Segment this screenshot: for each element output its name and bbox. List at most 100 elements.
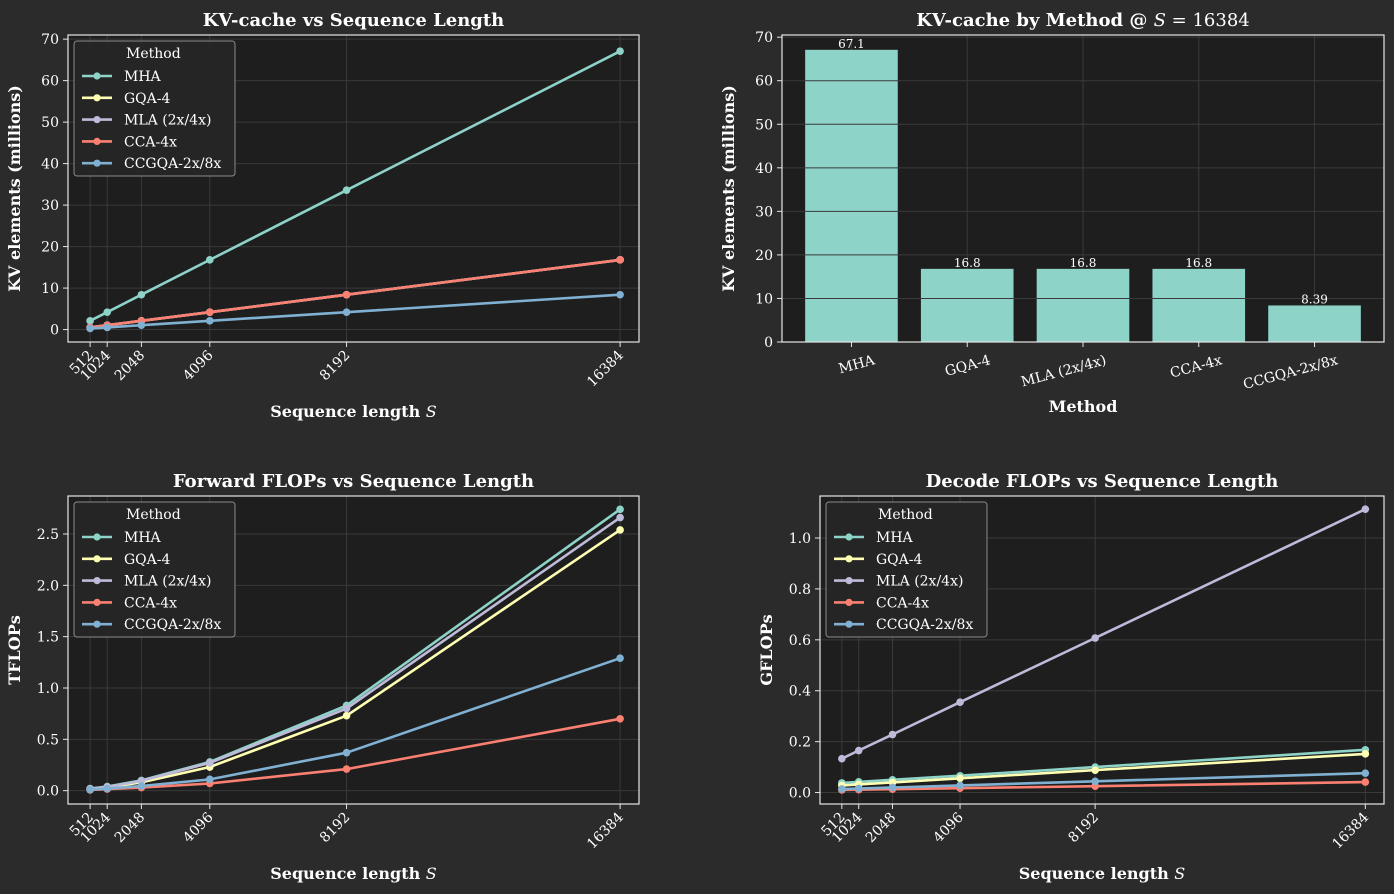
legend-marker <box>93 159 101 167</box>
data-point-cca-4x <box>342 290 351 299</box>
data-point-mha <box>86 317 94 325</box>
legend-label: GQA-4 <box>876 552 923 568</box>
axes-frame <box>67 34 640 343</box>
legend-label: MLA (2x/4x) <box>124 574 211 590</box>
data-point-cca-4x <box>205 308 214 316</box>
bar-value-label: 67.1 <box>838 37 865 51</box>
y-tick-label: 0.8 <box>789 582 811 598</box>
legend-entry-gqa-4: GQA-4 <box>834 552 923 568</box>
y-tick-label: 0.2 <box>789 735 811 751</box>
legend-label: CCGQA-2x/8x <box>124 617 221 633</box>
y-tick-label: 2.5 <box>37 527 59 543</box>
legend-label: CCA-4x <box>124 134 177 150</box>
chart-title: Decode FLOPs vs Sequence Length <box>926 471 1279 492</box>
y-tick-label: 50 <box>755 117 773 133</box>
data-point-ccgqa-2x-8x <box>342 748 351 757</box>
y-tick-label: 0 <box>50 323 59 339</box>
data-point-ccgqa-2x-8x <box>616 290 624 299</box>
x-axis-label: Sequence length S <box>270 402 437 421</box>
legend-entry-mha: MHA <box>834 530 914 546</box>
legend-marker <box>93 137 101 145</box>
y-tick-label: 40 <box>41 157 59 173</box>
y-tick-label: 0.5 <box>37 732 59 748</box>
y-tick-label: 2.0 <box>37 578 59 594</box>
series-ccgqa-2x-8x <box>838 769 1370 793</box>
data-point-ccgqa-2x-8x <box>616 654 624 663</box>
legend-marker <box>93 555 101 563</box>
y-tick-label: 10 <box>41 281 59 297</box>
data-point-cca-4x <box>342 765 351 773</box>
legend-title: Method <box>126 46 181 62</box>
data-point-mla-2x-4x <box>888 730 897 739</box>
legend-entry-mla-2x-4x: MLA (2x/4x) <box>82 113 211 129</box>
series-mla-2x-4x <box>838 505 1370 763</box>
y-tick-label: 1.5 <box>37 630 59 646</box>
data-point-ccgqa-2x-8x <box>342 308 351 316</box>
legend-box <box>825 501 988 638</box>
data-point-ccgqa-2x-8x <box>205 317 214 325</box>
legend-marker <box>93 94 101 102</box>
chart-title: Forward FLOPs vs Sequence Length <box>173 471 534 492</box>
x-tick-label: MLA (2x/4x) <box>1019 352 1108 390</box>
bar-ccgqa-2x-8x <box>1268 305 1361 342</box>
data-point-mha <box>137 290 146 299</box>
legend-label: CCA-4x <box>876 595 929 611</box>
y-tick-label: 0.6 <box>789 633 811 649</box>
legend-title: Method <box>126 507 181 523</box>
data-point-mla-2x-4x <box>838 754 846 763</box>
y-tick-label: 1.0 <box>37 681 59 697</box>
x-tick-label: 2048 <box>112 810 149 847</box>
legend-box <box>73 501 236 638</box>
data-point-ccgqa-2x-8x <box>137 321 146 329</box>
x-axis-label: Sequence length S <box>1019 864 1186 883</box>
y-tick-label: 40 <box>755 161 773 177</box>
x-tick-label: 2048 <box>112 348 149 385</box>
legend-marker <box>93 577 101 585</box>
axes-frame <box>819 495 1385 805</box>
legend-marker <box>93 116 101 124</box>
series-mha <box>86 47 624 325</box>
legend-entry-ccgqa-2x-8x: CCGQA-2x/8x <box>82 617 221 633</box>
legend-entry-gqa-4: GQA-4 <box>82 91 171 107</box>
data-point-gqa-4 <box>956 774 964 783</box>
x-axis-label: Method <box>1049 397 1118 416</box>
bar-gqa-4 <box>920 268 1014 342</box>
data-point-ccgqa-2x-8x <box>838 785 846 793</box>
legend-label: CCA-4x <box>124 595 177 611</box>
legend: Method MHA GQA-4 MLA (2x/4x) CCA-4x CCGQA-2x/… <box>73 40 236 177</box>
chart-kv-cache-by-method-s-16384: 0 10 20 30 40 50 60 70 67.1 16.8 16.8 16.8 8.39 MHA GQ… <box>719 10 1385 416</box>
legend-entry-mla-2x-4x: MLA (2x/4x) <box>834 574 963 590</box>
x-tick-label: GQA-4 <box>943 352 992 379</box>
y-tick-label: 0.0 <box>37 784 59 800</box>
legend-entry-ccgqa-2x-8x: CCGQA-2x/8x <box>82 156 221 172</box>
bar-value-label: 16.8 <box>954 256 981 270</box>
y-tick-label: 30 <box>41 198 59 214</box>
y-axis-label: KV elements (millions) <box>5 85 24 292</box>
legend-label: MHA <box>876 530 914 546</box>
x-tick-label: 4096 <box>180 809 217 846</box>
y-tick-label: 30 <box>755 204 773 220</box>
legend-label: MLA (2x/4x) <box>876 574 963 590</box>
y-tick-label: 0 <box>764 335 773 351</box>
y-tick-label: 70 <box>755 30 773 46</box>
y-tick-label: 60 <box>755 74 773 90</box>
data-point-gqa-4 <box>342 711 351 720</box>
legend-label: MHA <box>124 69 162 85</box>
data-point-mla-2x-4x <box>1091 634 1099 642</box>
legend-label: CCGQA-2x/8x <box>876 617 973 633</box>
legend: Method MHA GQA-4 MLA (2x/4x) CCA-4x CCGQA-2x/… <box>73 501 236 638</box>
y-tick-label: 70 <box>41 32 59 48</box>
x-tick-label: 16384 <box>584 347 627 390</box>
data-point-gqa-4 <box>616 526 624 534</box>
legend-marker <box>845 577 853 585</box>
data-point-mha <box>205 256 214 264</box>
bar-mha <box>805 49 898 343</box>
y-axis-label: GFLOPs <box>757 614 776 685</box>
data-point-ccgqa-2x-8x <box>854 784 863 793</box>
data-point-ccgqa-2x-8x <box>1091 777 1099 786</box>
data-point-ccgqa-2x-8x <box>103 784 112 793</box>
legend-entry-cca-4x: CCA-4x <box>834 595 929 611</box>
data-point-cca-4x <box>616 256 624 264</box>
